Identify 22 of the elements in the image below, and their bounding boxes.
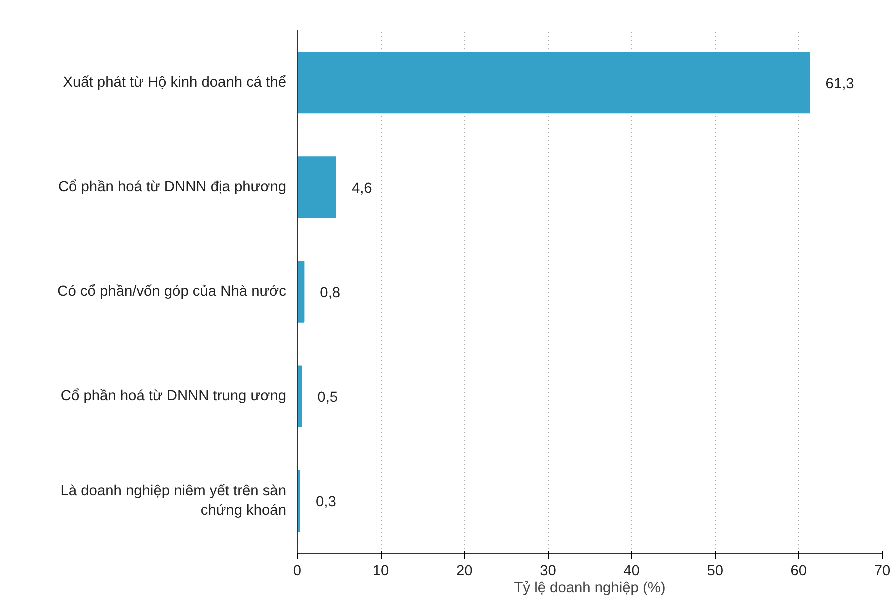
data-label: 0,8 <box>320 286 341 302</box>
data-label: 61,3 <box>826 76 854 92</box>
x-axis-title: Tỷ lệ doanh nghiệp (%) <box>514 580 666 596</box>
bar <box>298 261 305 323</box>
y-tick-label: Cổ phần hoá từ DNNN địa phương <box>58 179 286 196</box>
data-label: 4,6 <box>352 180 372 197</box>
bar <box>298 156 336 218</box>
x-tick-label: 30 <box>540 564 556 580</box>
x-tick-label: 60 <box>790 564 808 580</box>
x-tick-label: 10 <box>372 564 390 580</box>
x-tick-label: 20 <box>456 564 473 580</box>
y-tick-label: Là doanh nghiệp niêm yết trên sàn chứng khoán <box>60 484 287 519</box>
x-tick-label: 50 <box>707 564 724 580</box>
x-tick-label: 40 <box>624 564 640 580</box>
bar <box>298 52 810 114</box>
x-tick-label: 0 <box>293 564 302 580</box>
data-label: 0,3 <box>316 494 336 511</box>
y-tick-label: Xuất phát từ Hộ kinh doanh cá thể <box>63 74 287 91</box>
data-label: 0,5 <box>318 390 338 406</box>
y-tick-label: Có cổ phần/vốn góp của Nhà nước <box>58 284 287 300</box>
y-tick-label: Cổ phần hoá từ DNNN trung ương <box>60 388 286 405</box>
x-tick-label: 70 <box>874 564 891 580</box>
